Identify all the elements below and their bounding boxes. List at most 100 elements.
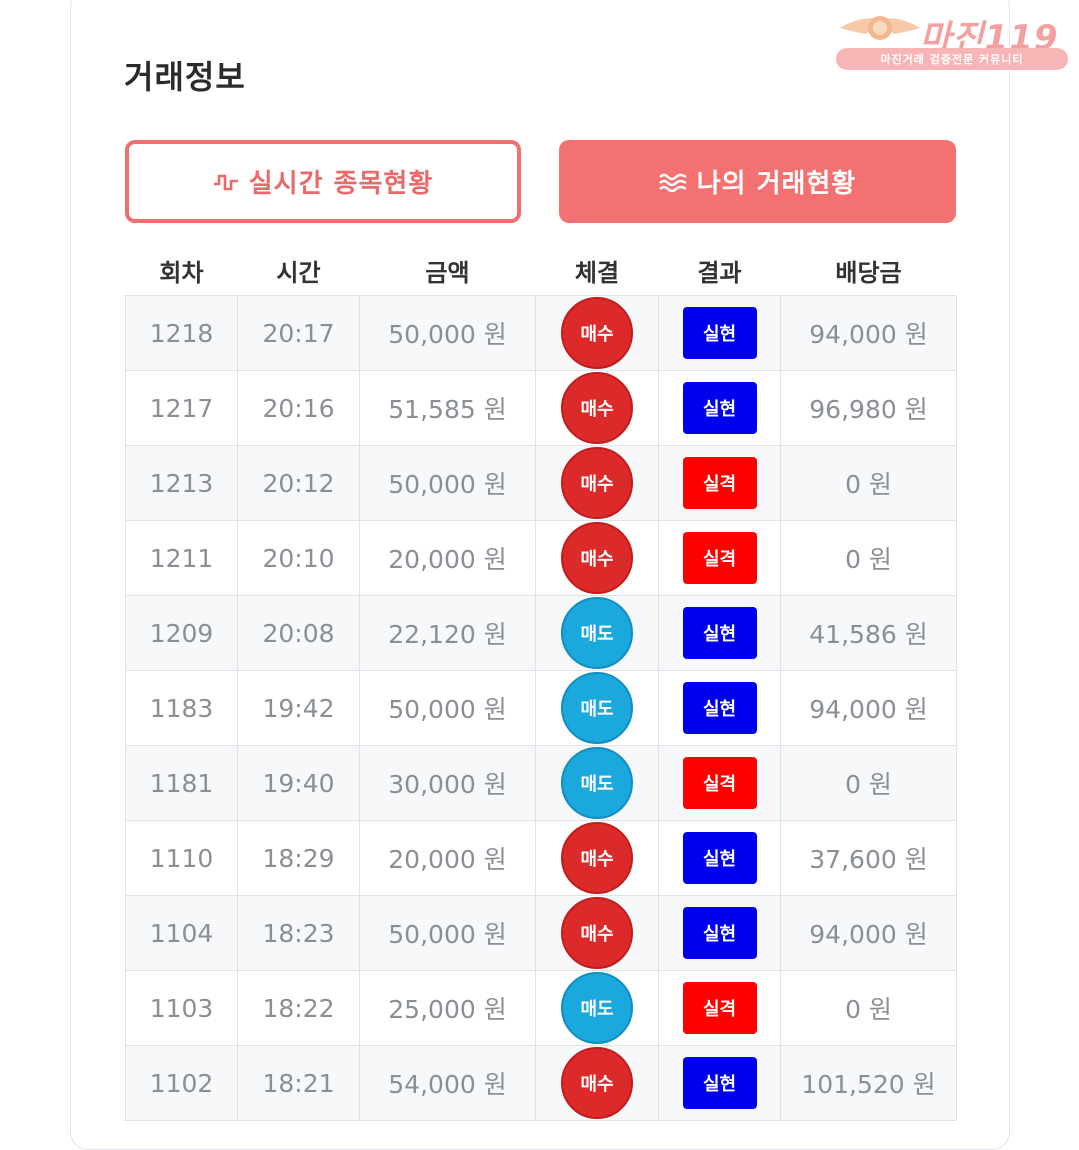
execution-sell-badge: 매도 xyxy=(561,747,633,819)
tab-my-trades[interactable]: 나의 거래현황 xyxy=(559,140,956,223)
execution-cell: 매수 xyxy=(535,820,659,896)
time-cell: 20:10 xyxy=(237,520,360,596)
table-row: 1110 18:29 20,000 원 매수 실현 37,600 원 xyxy=(125,820,957,896)
eagle-emblem-icon xyxy=(840,16,920,40)
result-cell: 실현 xyxy=(658,1045,781,1121)
result-lose-badge: 실격 xyxy=(682,757,757,809)
result-lose-badge: 실격 xyxy=(682,532,757,584)
column-header-execution: 체결 xyxy=(574,259,620,287)
tab-live-status-label: 실시간 종목현황 xyxy=(248,169,434,199)
table-row: 1102 18:21 54,000 원 매수 실현 101,520 원 xyxy=(125,1045,957,1121)
payout-cell: 0 원 xyxy=(780,970,957,1046)
execution-buy-badge: 매수 xyxy=(561,372,633,444)
table-row: 1181 19:40 30,000 원 매도 실격 0 원 xyxy=(125,745,957,821)
execution-sell-badge: 매도 xyxy=(561,597,633,669)
table-row: 1211 20:10 20,000 원 매수 실격 0 원 xyxy=(125,520,957,596)
watermark-logo: 마진119 마진거래 검증전문 커뮤니티 xyxy=(836,8,1068,70)
result-win-badge: 실현 xyxy=(682,832,757,884)
payout-cell: 0 원 xyxy=(780,745,957,821)
result-lose-badge: 실격 xyxy=(682,982,757,1034)
execution-cell: 매수 xyxy=(535,445,659,521)
column-header-payout: 배당금 xyxy=(835,259,902,287)
result-cell: 실현 xyxy=(658,820,781,896)
amount-cell: 51,585 원 xyxy=(359,370,536,446)
time-cell: 18:29 xyxy=(237,820,360,896)
time-cell: 18:23 xyxy=(237,895,360,971)
round-cell: 1211 xyxy=(125,520,238,596)
result-cell: 실현 xyxy=(658,370,781,446)
round-cell: 1104 xyxy=(125,895,238,971)
execution-sell-badge: 매도 xyxy=(561,672,633,744)
execution-sell-badge: 매도 xyxy=(561,972,633,1044)
execution-cell: 매수 xyxy=(535,520,659,596)
payout-cell: 96,980 원 xyxy=(780,370,957,446)
time-cell: 19:40 xyxy=(237,745,360,821)
result-cell: 실현 xyxy=(658,595,781,671)
result-cell: 실현 xyxy=(658,295,781,371)
execution-cell: 매수 xyxy=(535,295,659,371)
table-row: 1217 20:16 51,585 원 매수 실현 96,980 원 xyxy=(125,370,957,446)
round-cell: 1103 xyxy=(125,970,238,1046)
amount-cell: 50,000 원 xyxy=(359,895,536,971)
execution-cell: 매도 xyxy=(535,970,659,1046)
round-cell: 1110 xyxy=(125,820,238,896)
tab-live-status[interactable]: 실시간 종목현황 xyxy=(125,140,521,223)
column-header-round: 회차 xyxy=(159,259,204,287)
amount-cell: 54,000 원 xyxy=(359,1045,536,1121)
column-header-result: 결과 xyxy=(697,259,742,287)
time-cell: 20:16 xyxy=(237,370,360,446)
payout-cell: 37,600 원 xyxy=(780,820,957,896)
amount-cell: 25,000 원 xyxy=(359,970,536,1046)
execution-cell: 매도 xyxy=(535,595,659,671)
execution-buy-badge: 매수 xyxy=(561,897,633,969)
execution-buy-badge: 매수 xyxy=(561,822,633,894)
result-win-badge: 실현 xyxy=(682,607,757,659)
table-row: 1218 20:17 50,000 원 매수 실현 94,000 원 xyxy=(125,295,957,371)
amount-cell: 22,120 원 xyxy=(359,595,536,671)
result-cell: 실격 xyxy=(658,745,781,821)
waves-icon xyxy=(658,171,687,193)
result-win-badge: 실현 xyxy=(682,1057,757,1109)
execution-cell: 매수 xyxy=(535,370,659,446)
result-win-badge: 실현 xyxy=(682,682,757,734)
payout-cell: 94,000 원 xyxy=(780,895,957,971)
column-header-time: 시간 xyxy=(276,259,321,287)
amount-cell: 20,000 원 xyxy=(359,820,536,896)
payout-cell: 0 원 xyxy=(780,445,957,521)
round-cell: 1213 xyxy=(125,445,238,521)
payout-cell: 101,520 원 xyxy=(780,1045,957,1121)
amount-cell: 50,000 원 xyxy=(359,295,536,371)
table-header-row: 회차 시간 금액 체결 결과 배당금 xyxy=(126,246,957,296)
result-cell: 실현 xyxy=(658,895,781,971)
time-cell: 20:08 xyxy=(237,595,360,671)
table-row: 1209 20:08 22,120 원 매도 실현 41,586 원 xyxy=(125,595,957,671)
payout-cell: 94,000 원 xyxy=(780,670,957,746)
execution-cell: 매수 xyxy=(535,1045,659,1121)
payout-cell: 94,000 원 xyxy=(780,295,957,371)
payout-cell: 41,586 원 xyxy=(780,595,957,671)
payout-cell: 0 원 xyxy=(780,520,957,596)
round-cell: 1209 xyxy=(125,595,238,671)
execution-buy-badge: 매수 xyxy=(561,447,633,519)
round-cell: 1218 xyxy=(125,295,238,371)
execution-buy-badge: 매수 xyxy=(561,1047,633,1119)
round-cell: 1217 xyxy=(125,370,238,446)
amount-cell: 20,000 원 xyxy=(359,520,536,596)
time-cell: 20:17 xyxy=(237,295,360,371)
trade-table: 회차 시간 금액 체결 결과 배당금 1218 20:17 50,000 원 매수 실현… xyxy=(125,246,957,1121)
time-cell: 18:21 xyxy=(237,1045,360,1121)
amount-cell: 30,000 원 xyxy=(359,745,536,821)
execution-cell: 매도 xyxy=(535,670,659,746)
tab-my-trades-label: 나의 거래현황 xyxy=(696,169,857,199)
watermark-tagline: 마진거래 검증전문 커뮤니티 xyxy=(836,48,1068,70)
round-cell: 1102 xyxy=(125,1045,238,1121)
result-cell: 실격 xyxy=(658,445,781,521)
result-cell: 실현 xyxy=(658,670,781,746)
execution-cell: 매수 xyxy=(535,895,659,971)
time-cell: 19:42 xyxy=(237,670,360,746)
table-row: 1213 20:12 50,000 원 매수 실격 0 원 xyxy=(125,445,957,521)
round-cell: 1181 xyxy=(125,745,238,821)
time-cell: 20:12 xyxy=(237,445,360,521)
time-cell: 18:22 xyxy=(237,970,360,1046)
table-row: 1183 19:42 50,000 원 매도 실현 94,000 원 xyxy=(125,670,957,746)
